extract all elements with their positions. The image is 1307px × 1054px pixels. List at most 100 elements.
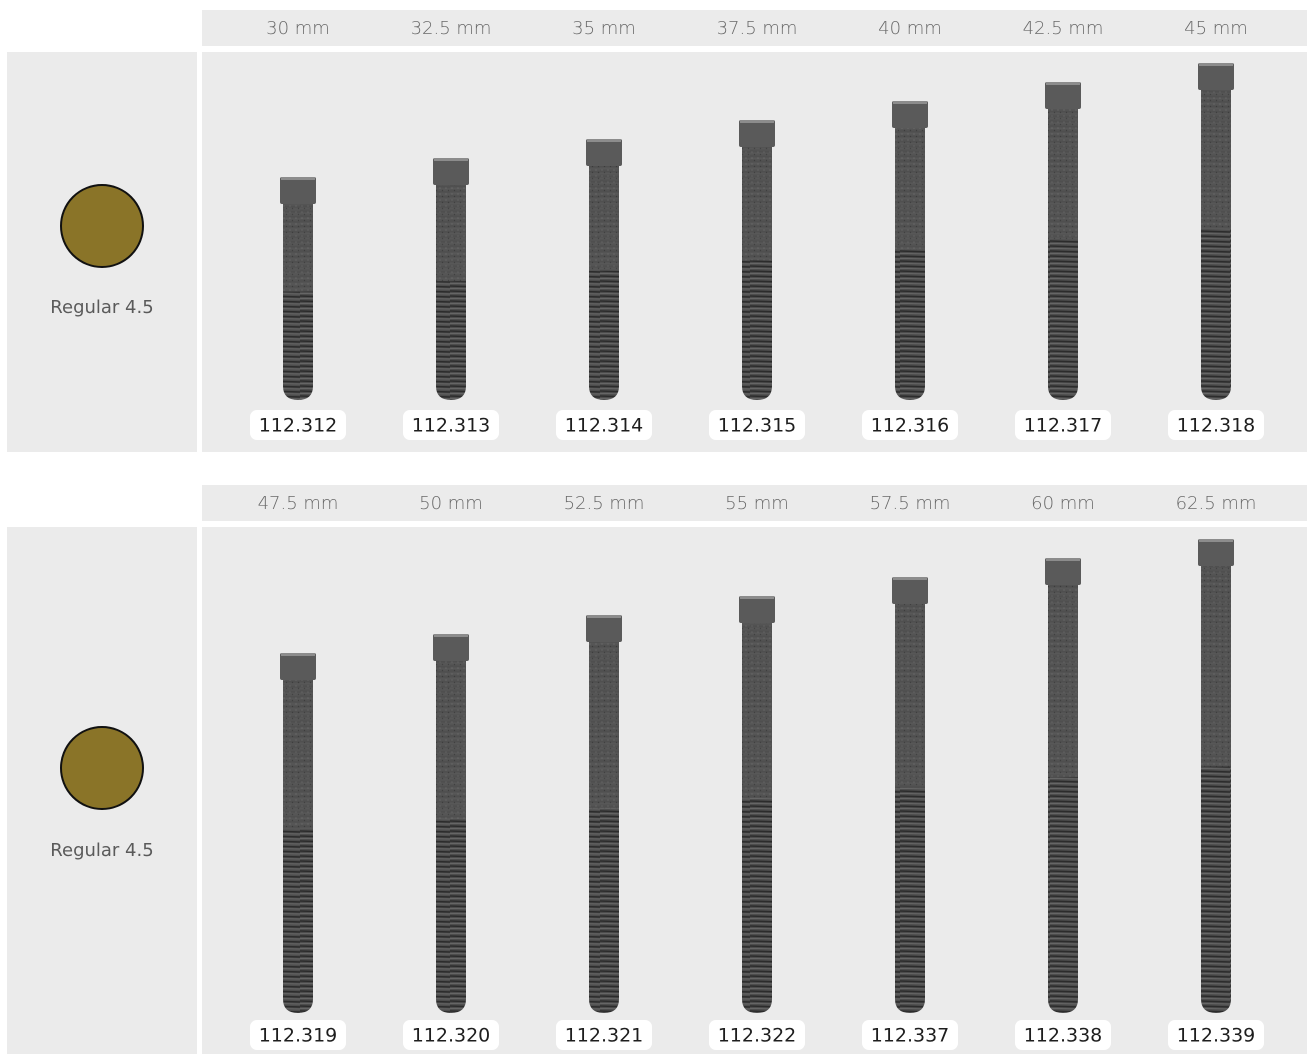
implant: 112.312 (250, 177, 346, 440)
implant-head (892, 101, 928, 128)
code-box (403, 1020, 499, 1050)
code-label: 112.339 (1177, 1025, 1256, 1047)
code-box (1015, 1020, 1111, 1050)
implant-head-top (281, 653, 315, 656)
code-label: 112.321 (565, 1025, 644, 1047)
length-label: 42.5 mm (1023, 18, 1104, 39)
code-label: 112.315 (718, 415, 797, 437)
implant: 112.316 (862, 101, 958, 440)
length-label: 57.5 mm (870, 493, 951, 514)
implant-head-top (1046, 558, 1080, 561)
code-label: 112.313 (412, 415, 491, 437)
implant: 112.321 (556, 615, 652, 1050)
platform-swatch (60, 726, 144, 810)
implant: 112.319 (250, 653, 346, 1050)
platform-label: Regular 4.5 (50, 297, 153, 318)
implant-head (1045, 82, 1081, 109)
implant-neck (1201, 89, 1231, 229)
implant-head-top (434, 634, 468, 637)
code-box (862, 410, 958, 440)
implant: 112.322 (709, 596, 805, 1050)
implant-neck (1048, 584, 1078, 778)
implant-head (739, 120, 775, 147)
code-box (556, 1020, 652, 1050)
code-label: 112.338 (1024, 1025, 1103, 1047)
implant-head (1198, 63, 1234, 90)
code-label: 112.322 (718, 1025, 797, 1047)
code-label: 112.317 (1024, 415, 1103, 437)
implant-neck (283, 203, 313, 292)
implant-head (1198, 539, 1234, 566)
code-label: 112.320 (412, 1025, 491, 1047)
implant-neck (742, 622, 772, 798)
implant-neck (436, 660, 466, 819)
length-label: 62.5 mm (1176, 493, 1257, 514)
implant: 112.338 (1015, 558, 1111, 1050)
code-box (403, 410, 499, 440)
length-label: 52.5 mm (564, 493, 645, 514)
platform-swatch (60, 184, 144, 268)
panel: Regular 4.5 30 mm 112.312 32.5 mm 112.313 35 … (7, 10, 1307, 452)
code-box (1168, 1020, 1264, 1050)
implant-neck (742, 146, 772, 261)
implant: 112.317 (1015, 82, 1111, 440)
implant-neck (589, 641, 619, 809)
implant-neck (895, 127, 925, 250)
implant-head-top (893, 101, 927, 104)
implant-head-top (740, 120, 774, 123)
implant-head (280, 653, 316, 680)
code-box (556, 410, 652, 440)
implant-neck (1201, 565, 1231, 767)
code-box (1168, 410, 1264, 440)
implant-head (433, 158, 469, 185)
platform-label: Regular 4.5 (50, 840, 153, 861)
code-box (709, 410, 805, 440)
length-label: 35 mm (572, 18, 636, 39)
panel: Regular 4.5 47.5 mm 112.319 50 mm 112.320 52.… (7, 485, 1307, 1054)
implant-neck (1048, 108, 1078, 240)
implant-head (433, 634, 469, 661)
implant-head-top (1199, 539, 1233, 542)
length-label: 32.5 mm (411, 18, 492, 39)
implant: 112.339 (1168, 539, 1264, 1050)
length-label: 40 mm (878, 18, 942, 39)
implant: 112.320 (403, 634, 499, 1050)
implant-head (892, 577, 928, 604)
implant-head (1045, 558, 1081, 585)
implant-head-top (893, 577, 927, 580)
implant-head-top (587, 615, 621, 618)
implant: 112.314 (556, 139, 652, 440)
implant-head (280, 177, 316, 204)
implant: 112.315 (709, 120, 805, 440)
code-label: 112.312 (259, 415, 338, 437)
code-label: 112.316 (871, 415, 950, 437)
implant: 112.337 (862, 577, 958, 1050)
implant-head-top (1046, 82, 1080, 85)
code-box (250, 1020, 346, 1050)
header-row (202, 10, 1307, 46)
implant-head-top (281, 177, 315, 180)
implant-neck (895, 603, 925, 788)
implant-head-top (587, 139, 621, 142)
length-label: 55 mm (725, 493, 789, 514)
code-label: 112.337 (871, 1025, 950, 1047)
code-label: 112.318 (1177, 415, 1256, 437)
length-label: 60 mm (1031, 493, 1095, 514)
length-label: 47.5 mm (258, 493, 339, 514)
header-row (202, 485, 1307, 521)
implant-head-top (1199, 63, 1233, 66)
length-label: 45 mm (1184, 18, 1248, 39)
implant: 112.318 (1168, 63, 1264, 440)
implant-head (586, 139, 622, 166)
implant-neck (436, 184, 466, 282)
implant-head-top (740, 596, 774, 599)
code-box (250, 410, 346, 440)
length-label: 50 mm (419, 493, 483, 514)
length-label: 30 mm (266, 18, 330, 39)
code-label: 112.319 (259, 1025, 338, 1047)
code-box (862, 1020, 958, 1050)
code-box (709, 1020, 805, 1050)
implant-neck (283, 679, 313, 830)
